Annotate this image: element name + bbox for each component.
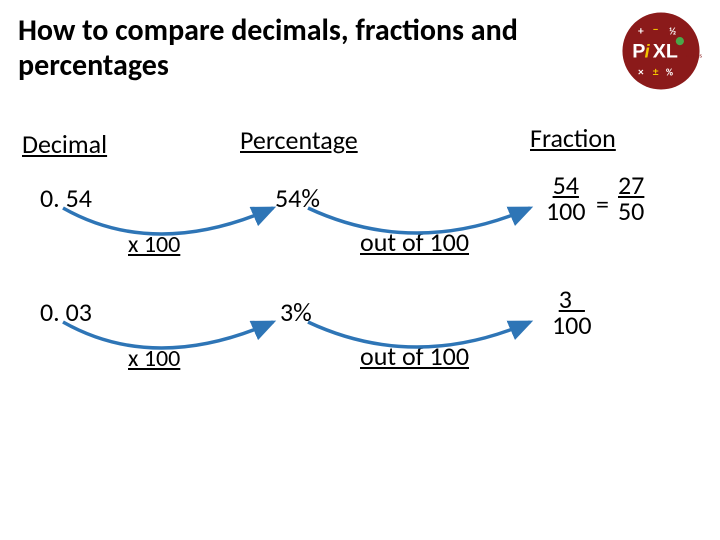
page-title: How to compare decimals, fractions and p… [18, 14, 518, 83]
fraction-1-equals: = [596, 188, 609, 220]
fraction-1-right: 27 50 [618, 172, 644, 224]
fraction-2-left: 3_ 100 [552, 286, 592, 338]
fraction-1-left-den: 100 [546, 198, 586, 224]
svg-text:maths: maths [686, 52, 702, 60]
arrow-decimal-to-percent-2 [55, 314, 285, 384]
arrow-percent-to-fraction-1 [300, 200, 540, 270]
fraction-header: Fraction [530, 122, 616, 154]
svg-text:P: P [632, 41, 645, 63]
percentage-header: Percentage [240, 124, 358, 156]
arrow-decimal-to-percent-1 [55, 200, 285, 270]
svg-text:×: × [638, 66, 644, 80]
svg-text:½: ½ [669, 26, 676, 38]
pixl-logo: + − ½ P i XL × ± % maths [620, 10, 702, 92]
svg-text:+: + [638, 25, 644, 39]
svg-text:±: ± [653, 66, 659, 80]
svg-text:%: % [666, 67, 673, 79]
arrow-percent-to-fraction-2 [300, 314, 540, 384]
fraction-1-right-den: 50 [618, 198, 644, 224]
decimal-header: Decimal [22, 128, 107, 160]
svg-text:−: − [653, 23, 659, 37]
fraction-2-left-den: 100 [552, 312, 592, 338]
svg-text:XL: XL [653, 41, 678, 63]
fraction-1-left: 54 100 [546, 172, 586, 224]
